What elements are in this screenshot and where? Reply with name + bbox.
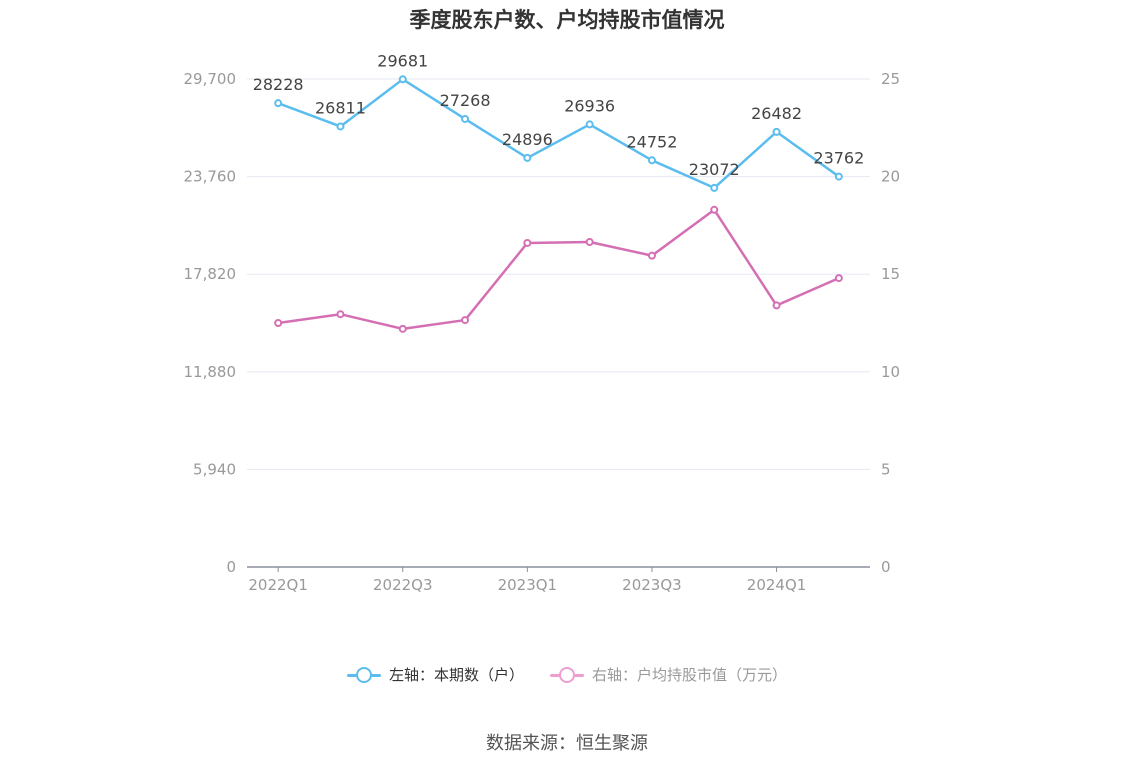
data-label: 23072 [689,160,740,179]
data-point [461,316,470,325]
right-tick-label: 20 [881,168,900,186]
legend-swatch-icon [346,665,381,685]
series-line-right [277,208,840,331]
data-point [710,183,719,192]
legend-item-right-axis[interactable]: 右轴：户均持股市值（万元） [550,664,787,685]
data-point [585,237,594,246]
data-point [274,99,283,108]
data-label: 28228 [253,75,304,94]
series-lines [277,78,840,331]
data-point [461,114,470,123]
data-label: 24752 [626,132,677,151]
series-line-left [277,78,840,190]
data-point [647,156,656,165]
legend-label: 右轴：户均持股市值（万元） [592,666,788,684]
left-tick-label: 17,820 [184,265,237,283]
data-label: 29681 [377,51,428,70]
x-tick-label: 2022Q3 [373,576,433,594]
left-tick-label: 23,760 [184,168,237,186]
data-point [336,310,345,319]
left-tick-label: 0 [226,558,236,576]
x-tick-label: 2022Q1 [248,576,308,594]
data-point [336,122,345,131]
data-point [398,324,407,333]
data-label: 24896 [502,130,553,149]
x-axis: 2022Q1 2022Q3 2023Q1 2023Q3 2024Q1 [247,566,870,594]
data-label: 26811 [315,98,366,117]
data-source: 数据来源：恒生聚源 [486,733,648,754]
legend: 左轴：本期数（户） 右轴：户均持股市值（万元） [0,664,1134,685]
right-tick-label: 25 [881,70,900,88]
right-tick-label: 15 [881,265,900,283]
data-point [772,127,781,136]
right-axis-ticks: 0 5 10 15 20 25 [881,70,900,576]
data-point [523,153,532,162]
data-labels: 28228 26811 29681 27268 24896 26936 24752 23072… [253,51,865,179]
left-axis-ticks: 0 5,940 11,880 17,820 23,760 29,700 [184,70,237,576]
series-points [274,75,843,333]
gridlines [247,78,870,470]
chart-title: 季度股东户数、户均持股市值情况 [409,8,725,32]
data-point [585,120,594,129]
data-point [834,274,843,283]
data-point [274,319,283,327]
legend-swatch-icon [550,665,584,685]
left-tick-label: 29,700 [184,70,237,88]
data-point [834,172,843,181]
right-tick-label: 5 [881,460,891,478]
data-point [398,75,407,84]
data-label: 26936 [564,96,615,115]
left-tick-label: 5,940 [193,460,236,478]
data-label: 23762 [813,149,864,168]
legend-label: 左轴：本期数（户） [388,666,524,684]
data-point [772,301,781,310]
data-label: 26482 [751,104,802,123]
x-tick-label: 2023Q3 [622,576,682,594]
data-point [710,205,719,214]
left-tick-label: 11,880 [184,363,237,381]
data-label: 27268 [440,91,491,110]
legend-item-left-axis[interactable]: 左轴：本期数（户） [346,664,524,685]
x-tick-label: 2024Q1 [747,576,807,594]
right-tick-label: 10 [881,363,900,381]
data-point [647,251,656,260]
data-point [523,238,532,247]
right-tick-label: 0 [881,558,891,576]
x-tick-label: 2023Q1 [498,576,558,594]
